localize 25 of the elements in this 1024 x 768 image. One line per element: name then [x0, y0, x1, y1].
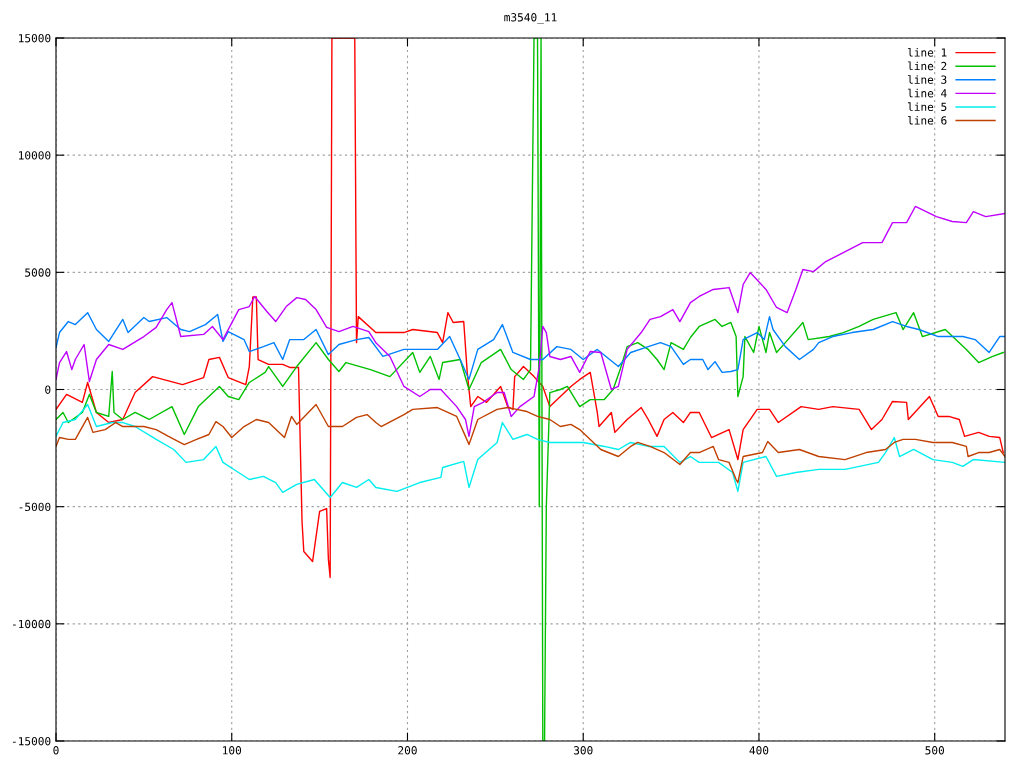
line-series	[56, 403, 1005, 499]
y-tick-label: -15000	[12, 737, 51, 746]
legend-label: line 2	[907, 61, 947, 71]
legend-label: line 6	[907, 115, 947, 125]
x-tick-label: 300	[573, 746, 593, 755]
legend-label: line 5	[907, 102, 947, 112]
legend-label: line 1	[907, 48, 947, 57]
line-series	[56, 311, 1005, 381]
legend-label: line 4	[907, 88, 947, 98]
x-tick-label: 100	[223, 746, 242, 755]
line-series	[56, 205, 1005, 438]
y-tick-label: -5000	[19, 502, 51, 512]
legend-label: line 3	[907, 75, 947, 84]
x-tick-label: 0	[53, 746, 59, 755]
line-series	[56, 38, 1004, 741]
y-tick-label: 5000	[25, 268, 51, 277]
x-tick-label: 200	[398, 746, 417, 755]
y-tick-label: 10000	[19, 151, 51, 160]
x-tick-label: 400	[749, 746, 769, 755]
line-series	[56, 403, 1005, 484]
chart-title: m3540_11	[504, 13, 557, 24]
y-tick-label: 15000	[19, 34, 51, 43]
y-tick-label: 0	[45, 385, 51, 394]
y-tick-label: -10000	[12, 619, 51, 629]
x-tick-label: 500	[925, 746, 945, 755]
